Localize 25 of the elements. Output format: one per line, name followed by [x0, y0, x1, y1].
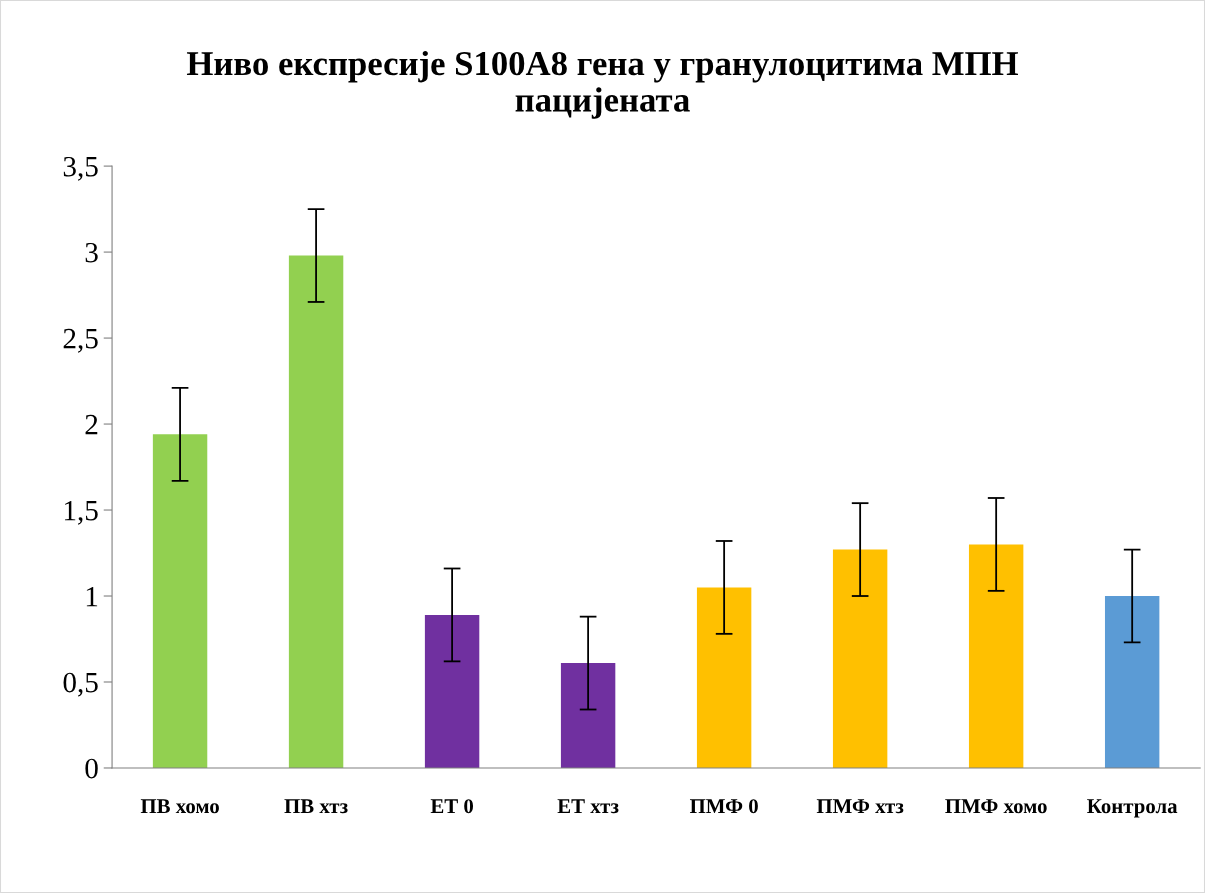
x-tick-label: Контрола [1087, 799, 1178, 818]
y-tick-label: 3,5 [63, 156, 98, 181]
bar [696, 587, 752, 768]
chart-title: Ниво експресије S100A8 гена у гранулоцитима МПН пацијената [186, 50, 1019, 119]
x-tick-label: ПМФ хтз [816, 799, 904, 814]
bar [288, 255, 344, 768]
x-tick-label: ЕТ 0 [430, 799, 474, 814]
x-tick-label: ПМФ хомо [945, 799, 1047, 814]
x-tick-label: ЕТ хтз [557, 799, 619, 814]
y-tick-label: 1 [86, 586, 98, 607]
bar [424, 614, 480, 768]
bar [152, 434, 208, 768]
bar [560, 663, 616, 768]
y-tick-label: 0,5 [63, 672, 98, 697]
bar [1104, 596, 1160, 768]
x-tick-label: ПВ хомо [140, 799, 219, 814]
y-tick-label: 2 [85, 414, 98, 435]
y-tick-label: 3 [85, 242, 98, 263]
y-tick-label: 2,5 [63, 328, 98, 353]
x-tick-label: ПМФ 0 [689, 799, 758, 814]
bar [968, 544, 1024, 768]
y-tick-label: 0 [85, 758, 98, 779]
x-tick-label: ПВ хтз [284, 799, 348, 814]
bar [832, 549, 888, 768]
y-tick-label: 1,5 [64, 500, 98, 525]
